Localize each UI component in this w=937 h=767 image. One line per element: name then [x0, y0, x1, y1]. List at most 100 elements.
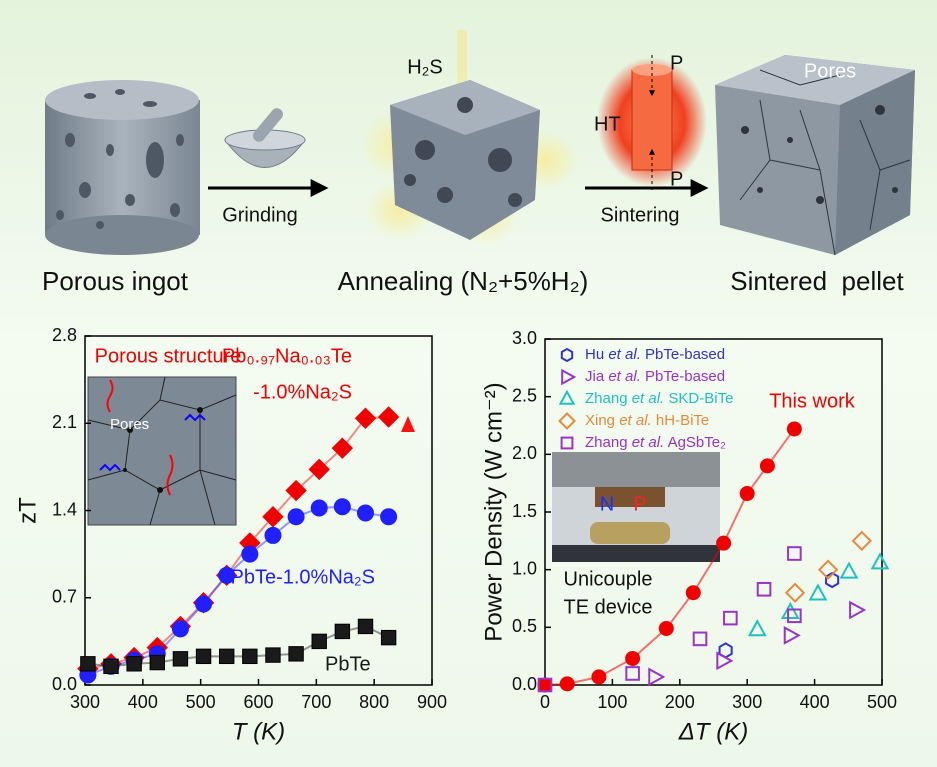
data-point: [333, 498, 351, 516]
x-tick-label: 200: [665, 692, 695, 712]
legend-label: Zhang et al. AgSbTe₂: [585, 434, 726, 451]
data-point: [625, 650, 641, 666]
data-point: [747, 619, 767, 637]
data-point: [849, 600, 867, 620]
y-axis-title: Power Density (W cm⁻²): [480, 382, 507, 641]
data-point: [242, 648, 258, 665]
y-tick-label: 2.5: [512, 385, 537, 405]
mortar-icon: [224, 108, 306, 168]
data-point: [787, 546, 802, 561]
data-point: [287, 508, 305, 526]
data-point: [783, 626, 801, 645]
x-axis-title: T (K): [232, 718, 285, 745]
data-point: [692, 631, 708, 647]
data-point: [817, 559, 839, 580]
series-line: [544, 428, 796, 686]
y-tick-label: 1.0: [512, 558, 537, 578]
annotation: -1.0%Na₂S: [253, 381, 352, 403]
data-point: [311, 633, 327, 650]
data-point: [126, 656, 142, 672]
annotation: Unicouple: [564, 568, 653, 590]
x-tick-label: 900: [417, 692, 447, 712]
data-point: [658, 620, 674, 636]
x-axis-title: ΔT (K): [678, 718, 748, 745]
stage-label: Sintered pellet: [730, 266, 904, 296]
annotation: Porous structure: [95, 345, 242, 367]
x-tick-label: 500: [186, 692, 216, 712]
data-point: [716, 535, 732, 551]
data-point: [218, 566, 236, 584]
legend-marker: [560, 347, 574, 363]
stage-label: Annealing (N₂+5%H₂): [338, 266, 589, 296]
data-point: [870, 552, 890, 570]
data-point: [334, 623, 351, 640]
data-point: [784, 582, 806, 603]
x-tick-label: 700: [301, 692, 331, 712]
data-point: [195, 648, 212, 665]
data-point: [591, 669, 607, 685]
annotation: Pores: [110, 416, 149, 433]
annotation: N: [600, 493, 614, 515]
pressure-label: P: [670, 52, 683, 74]
data-point: [356, 504, 374, 522]
legend-marker: [558, 412, 576, 430]
x-tick-label: 800: [359, 692, 389, 712]
gas-label: H₂S: [407, 56, 443, 78]
legend-label: Xing et al. hH-BiTe: [585, 412, 709, 429]
data-point: [780, 601, 800, 619]
data-point: [851, 530, 872, 551]
sintering-die-icon: [597, 55, 707, 190]
legend-label: Hu et al. PbTe-based: [585, 346, 725, 363]
data-point: [195, 595, 213, 613]
data-point: [149, 654, 165, 671]
data-point: [839, 561, 859, 579]
pressure-label: P: [670, 168, 683, 190]
porous-ingot-icon: [45, 80, 200, 255]
data-point: [357, 618, 374, 635]
data-point: [264, 526, 282, 544]
y-tick-label: 3.0: [512, 328, 537, 348]
data-point: [103, 658, 119, 675]
data-point: [648, 667, 666, 687]
data-point: [723, 610, 738, 626]
sintered-cube-icon: [715, 55, 915, 256]
inset-porous-structure: [87, 376, 237, 526]
step-label: Grinding: [222, 204, 298, 226]
y-tick-label: 0.7: [52, 587, 77, 607]
data-point: [716, 651, 734, 671]
x-tick-label: 400: [800, 692, 830, 712]
y-tick-label: 2.1: [52, 412, 77, 432]
y-tick-label: 2.8: [52, 325, 77, 345]
legend-label: Jia et al. PbTe-based: [585, 368, 725, 385]
data-point: [80, 656, 96, 672]
data-point: [786, 421, 802, 437]
data-point: [331, 437, 354, 459]
x-tick-label: 300: [70, 692, 100, 712]
series-label: PbTe: [325, 653, 371, 675]
data-point: [354, 407, 377, 429]
series-label: Pb₀.₉₇Na₀.₀₃Te: [222, 345, 352, 367]
x-tick-label: 300: [732, 692, 762, 712]
legend-marker: [558, 389, 576, 405]
data-point: [756, 581, 772, 597]
legend-label: Zhang et al. SKD-BiTe: [585, 390, 733, 407]
data-point: [218, 648, 235, 665]
data-point: [380, 629, 397, 646]
pores-label: Pores: [804, 60, 856, 82]
data-point: [285, 479, 307, 502]
x-tick-label: 100: [597, 692, 627, 712]
stage-label: Porous ingot: [42, 266, 189, 296]
x-tick-label: 0: [540, 692, 550, 712]
inset-device-photo: [552, 452, 720, 562]
data-point: [787, 608, 802, 624]
y-tick-label: 0.5: [512, 616, 537, 636]
trend-arrow: [401, 416, 415, 432]
y-tick-label: 0.0: [52, 674, 77, 694]
data-point: [759, 458, 775, 474]
data-point: [537, 677, 553, 693]
legend-marker: [561, 368, 577, 386]
data-point: [265, 647, 281, 663]
data-point: [380, 508, 398, 526]
data-point: [559, 676, 575, 692]
